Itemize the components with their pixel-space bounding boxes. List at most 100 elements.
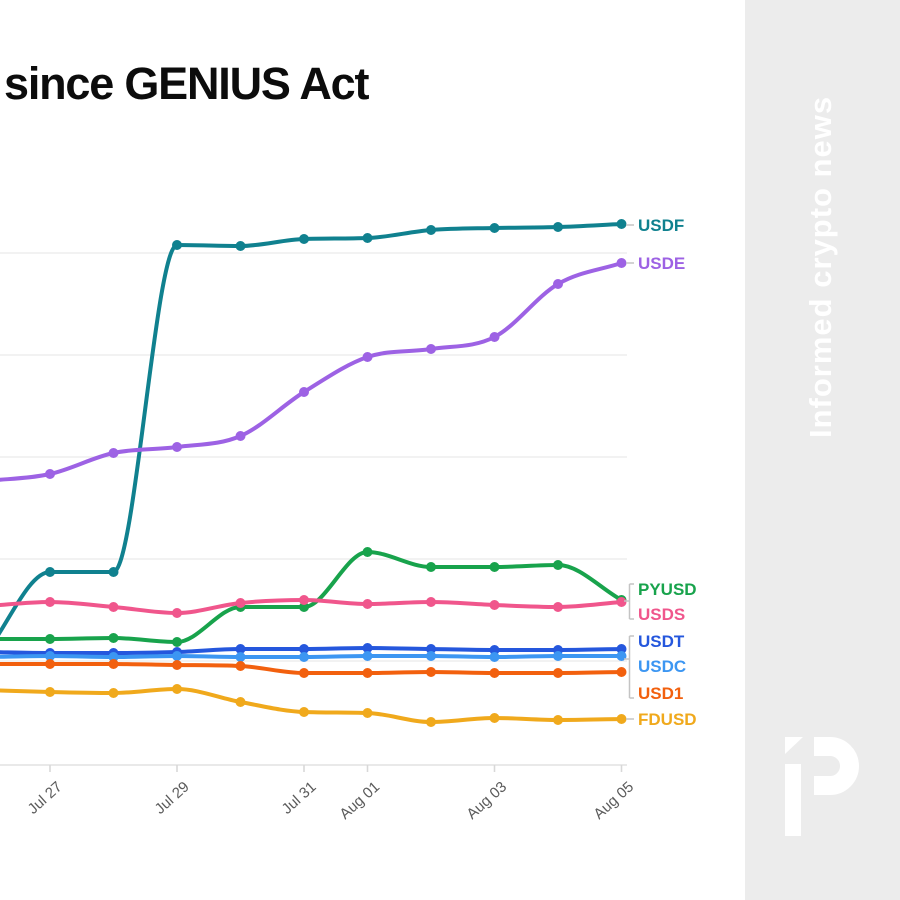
point-USDE	[45, 469, 55, 479]
point-USDC	[489, 652, 500, 662]
point-USDF	[553, 222, 563, 232]
point-USDS	[108, 602, 119, 612]
legend-label-USD1: USD1	[638, 684, 683, 703]
legend-connector	[624, 635, 634, 699]
x-axis-tick-label: Aug 03	[463, 778, 510, 822]
point-USDC	[362, 651, 373, 661]
point-USDE	[489, 332, 500, 342]
line-USD1	[0, 662, 624, 675]
point-USDF	[299, 234, 309, 244]
point-USDT	[235, 644, 246, 654]
point-USDF	[616, 219, 627, 229]
point-PYUSD	[172, 637, 182, 647]
point-FDUSD	[108, 688, 119, 698]
x-axis-tick-label: Aug 05	[590, 778, 637, 822]
point-FDUSD	[172, 684, 182, 694]
point-USDE	[426, 344, 436, 354]
line-USDF	[0, 222, 624, 636]
x-axis-tick-label: Jul 31	[279, 778, 320, 817]
legend-label-USDF: USDF	[638, 216, 684, 235]
point-USDT	[489, 645, 500, 655]
logo-bowl	[814, 737, 859, 795]
point-PYUSD	[362, 547, 373, 557]
line-USDE	[0, 261, 624, 482]
point-USD1	[172, 660, 182, 670]
line-USDC	[0, 654, 624, 659]
line-FDUSD	[0, 687, 624, 724]
point-USDT	[426, 644, 436, 654]
legend-label-USDT: USDT	[638, 632, 685, 651]
point-USDS	[426, 597, 436, 607]
chart-panel: Jul 27 Jul 29 Jul 31 Aug 01 Aug 03 Aug 05 USDF…	[0, 58, 697, 823]
point-USDE	[235, 431, 246, 441]
point-USDE	[616, 258, 627, 268]
point-FDUSD	[235, 697, 246, 707]
point-USDF	[489, 223, 500, 233]
point-USDF	[362, 233, 373, 243]
point-FDUSD	[362, 708, 373, 718]
page-title: since GENIUS Act	[4, 58, 369, 109]
point-USDF	[172, 240, 182, 250]
point-USDE	[108, 448, 119, 458]
point-USDS	[235, 598, 246, 608]
point-PYUSD	[553, 560, 563, 570]
point-USDS	[362, 599, 373, 609]
point-USDC	[235, 652, 246, 662]
point-PYUSD	[108, 633, 119, 643]
point-USD1	[299, 668, 309, 678]
logo-flag-triangle	[785, 737, 803, 754]
point-PYUSD	[45, 634, 55, 644]
point-PYUSD	[426, 562, 436, 572]
point-PYUSD	[299, 602, 309, 612]
point-USDS	[616, 597, 627, 607]
legend-connector	[624, 583, 634, 620]
point-FDUSD	[299, 707, 309, 717]
point-USDE	[299, 387, 309, 397]
point-USDS	[489, 600, 500, 610]
point-USDS	[45, 597, 55, 607]
point-USDF	[235, 241, 246, 251]
point-USD1	[426, 667, 436, 677]
point-USDE	[172, 442, 182, 452]
legend-label-FDUSD: FDUSD	[638, 710, 697, 729]
line-USDT	[0, 646, 624, 655]
logo-stem	[785, 764, 801, 836]
point-USDS	[172, 608, 182, 618]
point-USDC	[45, 651, 55, 661]
point-USD1	[362, 668, 373, 678]
point-USDC	[299, 652, 309, 662]
point-USDC	[426, 651, 436, 661]
x-axis-tick-label: Jul 29	[152, 778, 193, 817]
point-USD1	[45, 659, 55, 669]
point-USDC	[172, 651, 182, 661]
point-USD1	[235, 661, 246, 671]
point-FDUSD	[45, 687, 55, 697]
legend-label-USDC: USDC	[638, 657, 686, 676]
brand-sidebar: Informed crypto news	[745, 0, 900, 900]
point-USD1	[553, 668, 563, 678]
point-USDS	[299, 595, 309, 605]
legend-label-USDS: USDS	[638, 605, 685, 624]
point-PYUSD	[489, 562, 500, 572]
point-USDT	[616, 644, 627, 654]
point-USDT	[299, 644, 309, 654]
point-USDS	[553, 602, 563, 612]
x-axis-tick-label: Aug 01	[336, 778, 383, 822]
point-USDC	[553, 651, 563, 661]
point-USD1	[489, 668, 500, 678]
point-USD1	[108, 659, 119, 669]
point-USDF	[108, 567, 119, 577]
point-USDE	[362, 352, 373, 362]
x-axis-tick-label: Jul 27	[25, 778, 66, 817]
point-USDF	[426, 225, 436, 235]
sidebar-tagline: Informed crypto news	[803, 95, 838, 439]
legend-label-PYUSD: PYUSD	[638, 580, 697, 599]
point-USD1	[616, 667, 627, 677]
point-USDC	[108, 652, 119, 662]
legend-label-USDE: USDE	[638, 254, 685, 273]
point-USDE	[553, 279, 563, 289]
line-PYUSD	[0, 550, 624, 644]
point-USDT	[362, 643, 373, 653]
point-FDUSD	[616, 714, 627, 724]
point-FDUSD	[553, 715, 563, 725]
